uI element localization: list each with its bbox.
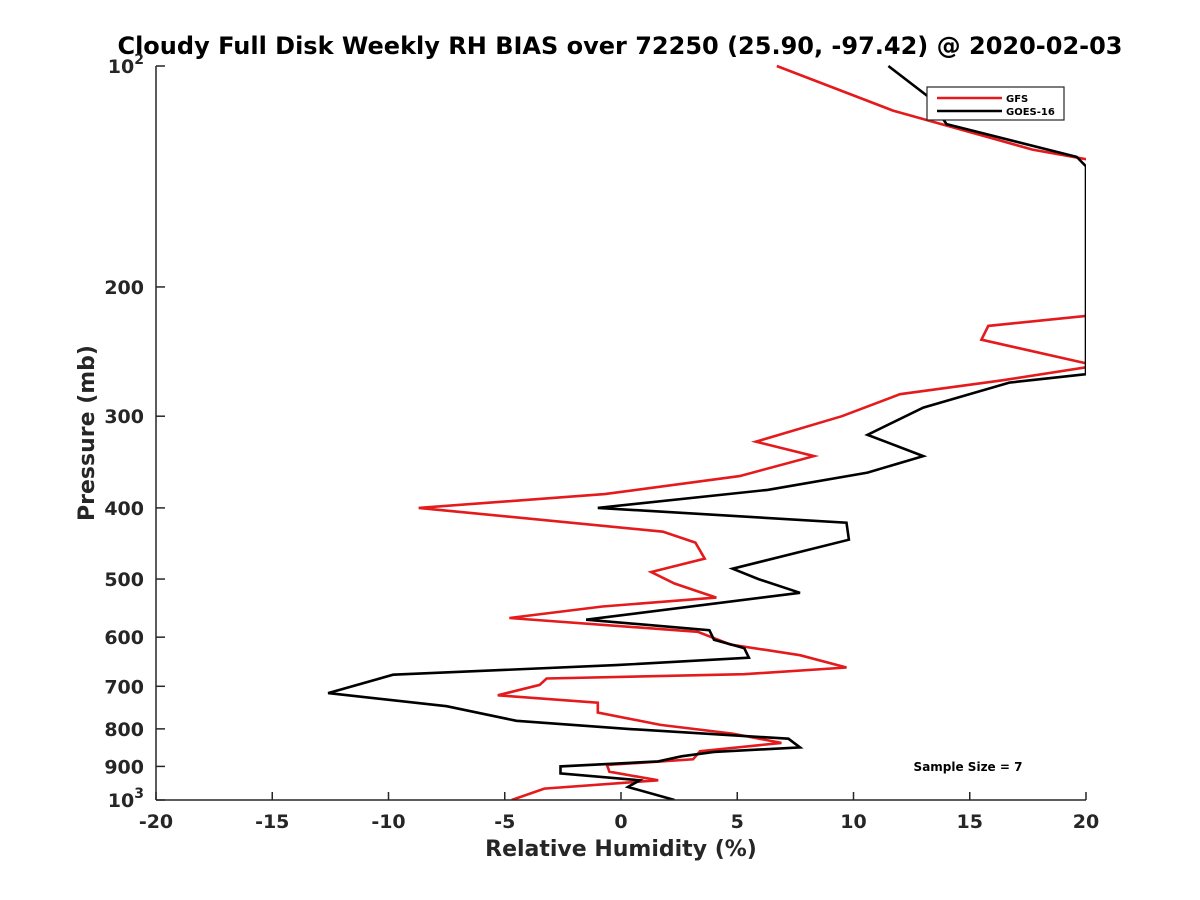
x-tick-label: 15 [957, 811, 983, 833]
y-tick-label: 600 [104, 627, 144, 649]
chart-title: Cloudy Full Disk Weekly RH BIAS over 722… [117, 32, 1122, 60]
x-axis-label: Relative Humidity (%) [485, 837, 757, 862]
x-tick-label: -10 [371, 811, 405, 833]
x-tick-label: 0 [614, 811, 627, 833]
sample-size-annotation: Sample Size = 7 [914, 760, 1023, 774]
plot-background [156, 66, 1086, 800]
y-tick-label: 500 [104, 569, 144, 591]
x-tick-label: -15 [255, 811, 289, 833]
plot-area [156, 64, 1086, 800]
y-tick-label: 200 [104, 277, 144, 299]
legend-box [926, 86, 1065, 121]
x-tick-label: -5 [494, 811, 515, 833]
y-tick-label: 800 [104, 719, 144, 741]
legend: GFS GOES-16 [926, 86, 1065, 121]
y-tick-label-bottom: 103 [108, 786, 144, 812]
y-tick-label: 700 [104, 676, 144, 698]
x-tick-label: -20 [139, 811, 173, 833]
y-ticks: 200 300 400 500 600 700 800 900 102 103 [104, 52, 165, 812]
x-tick-label: 20 [1073, 811, 1099, 833]
series-line-gfs [418, 64, 1086, 800]
y-tick-label: 400 [104, 498, 144, 520]
y-tick-label-top: 102 [108, 52, 144, 78]
x-ticks: -20 -15 -10 -5 0 5 10 15 20 [139, 792, 1099, 833]
y-tick-label: 900 [104, 756, 144, 778]
y-tick-label: 300 [104, 406, 144, 428]
legend-label-gfs: GFS [1006, 94, 1028, 105]
series-line-goes-16 [327, 64, 1086, 800]
x-tick-label: 10 [840, 811, 866, 833]
legend-label-goes-16: GOES-16 [1006, 107, 1055, 118]
series-layer [327, 64, 1086, 800]
axes: -20 -15 -10 -5 0 5 10 15 20 200 300 400 500 600 700 80… [104, 52, 1099, 833]
legend-items: GFS GOES-16 [937, 94, 1055, 118]
y-axis-label: Pressure (mb) [75, 345, 100, 521]
x-tick-label: 5 [731, 811, 744, 833]
